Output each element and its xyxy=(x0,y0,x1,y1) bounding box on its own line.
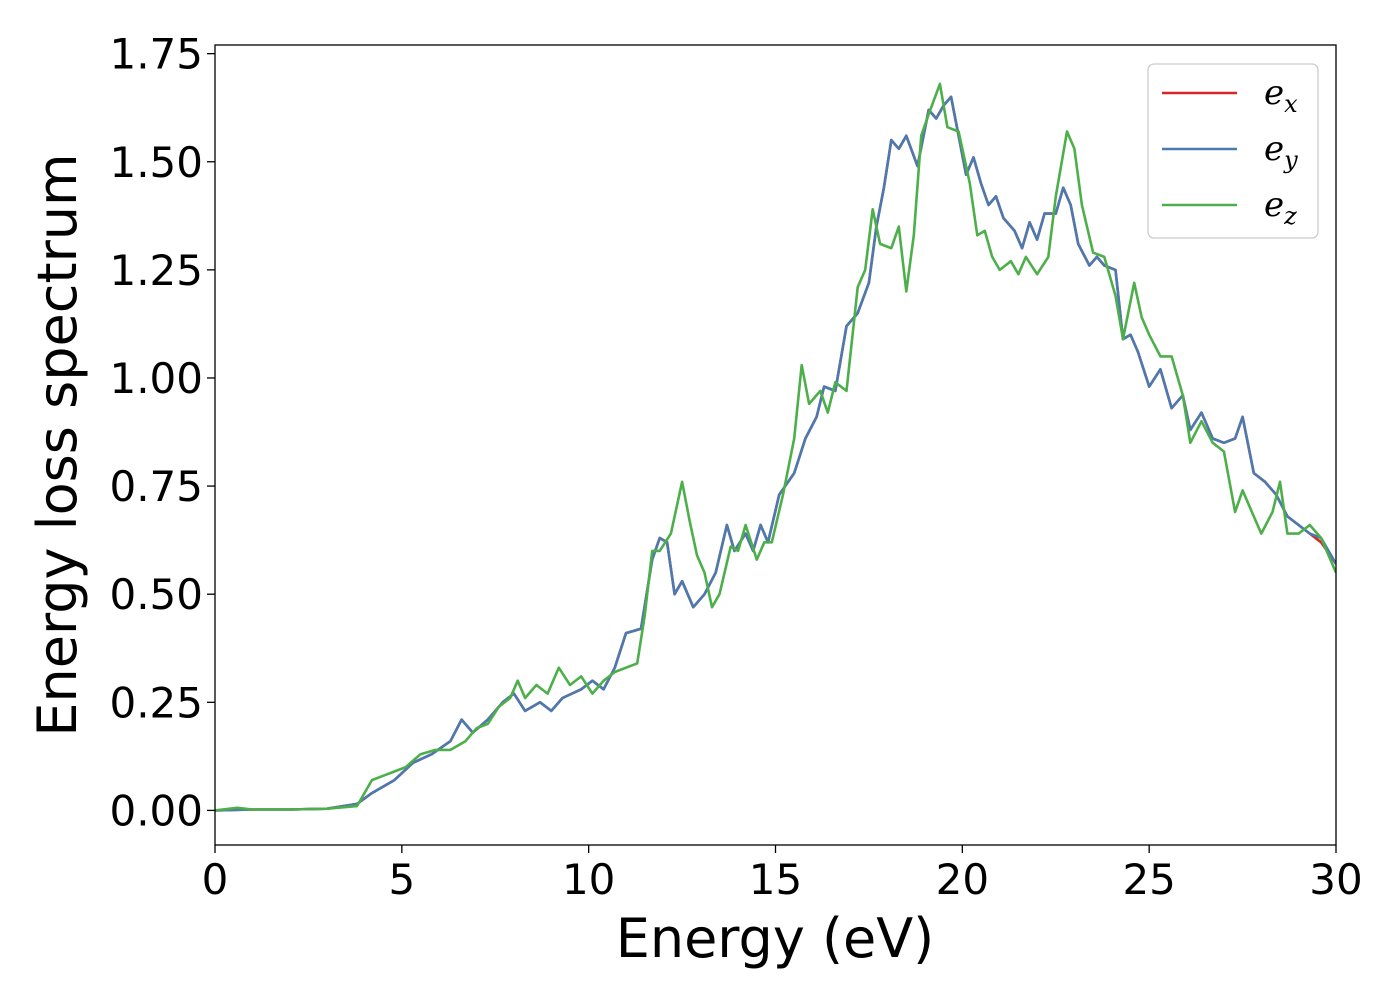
legend-label-subscript: y xyxy=(1283,146,1298,174)
series-line-z xyxy=(215,82,1336,812)
x-tick-label: 10 xyxy=(562,855,615,904)
y-axis: 0.00 0.25 0.50 0.75 1.00 1.25 1.50 1.75 xyxy=(109,30,215,835)
y-tick-label: 1.50 xyxy=(109,138,203,187)
y-tick-label: 1.75 xyxy=(109,30,203,79)
legend-label-z: ez xyxy=(1264,185,1297,230)
y-axis-label: Energy loss spectrum xyxy=(26,153,89,736)
x-tick-label: 30 xyxy=(1309,855,1362,904)
series-line-y xyxy=(215,95,1336,812)
x-tick-label: 25 xyxy=(1122,855,1175,904)
x-axis-label: Energy (eV) xyxy=(616,907,935,970)
series-layer xyxy=(215,82,1336,812)
legend-label-base: e xyxy=(1264,73,1284,113)
legend-label-y: ey xyxy=(1264,129,1298,174)
y-tick-label: 0.50 xyxy=(109,570,203,619)
x-tick-label: 5 xyxy=(388,855,415,904)
y-tick-label: 0.00 xyxy=(109,786,203,835)
legend-label-x: ex xyxy=(1264,73,1298,118)
legend-label-base: e xyxy=(1264,185,1284,225)
x-tick-label: 20 xyxy=(936,855,989,904)
x-tick-label: 15 xyxy=(749,855,802,904)
y-tick-label: 1.25 xyxy=(109,246,203,295)
y-tick-label: 0.25 xyxy=(109,678,203,727)
x-axis: 0 5 10 15 20 25 30 xyxy=(202,845,1363,904)
legend-label-subscript: z xyxy=(1283,202,1297,230)
legend-label-subscript: x xyxy=(1284,90,1298,118)
y-tick-label: 0.75 xyxy=(109,462,203,511)
x-tick-label: 0 xyxy=(202,855,229,904)
legend-box xyxy=(1147,63,1319,239)
legend-label-base: e xyxy=(1264,129,1284,169)
y-tick-label: 1.00 xyxy=(109,354,203,403)
